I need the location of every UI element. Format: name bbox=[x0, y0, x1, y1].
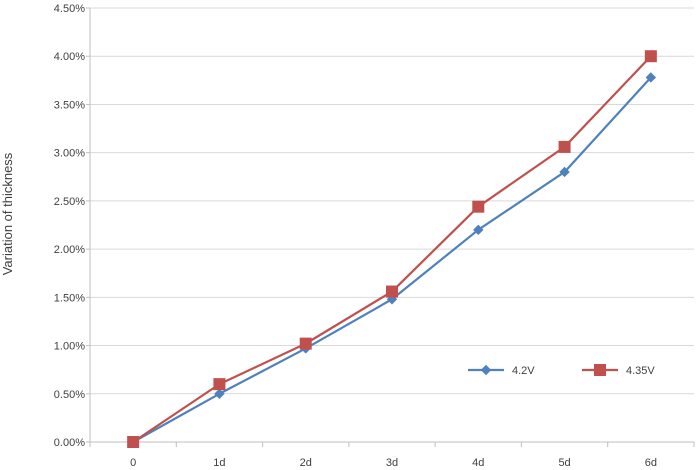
legend-marker-4.2V bbox=[480, 364, 492, 376]
y-tick-label-7: 3.50% bbox=[54, 99, 85, 111]
y-tick-label-5: 2.50% bbox=[54, 196, 85, 208]
legend-marker-4.35V bbox=[594, 364, 606, 376]
series-line-4.2V bbox=[132, 76, 652, 443]
legend-label-4.2V: 4.2V bbox=[512, 365, 535, 377]
x-tick-label-5d: 5d bbox=[558, 457, 570, 469]
gridlines bbox=[90, 7, 694, 395]
y-tick-label-3: 1.50% bbox=[54, 292, 85, 304]
data-point-4.35V-0 bbox=[127, 436, 140, 448]
y-tick-label-2: 1.00% bbox=[54, 341, 85, 353]
data-point-4.2V-4d bbox=[473, 224, 484, 236]
data-point-4.2V-1d bbox=[214, 388, 225, 399]
x-tick-label-1d: 1d bbox=[213, 457, 225, 469]
x-tick-label-4d: 4d bbox=[472, 457, 484, 469]
legend-label-4.35V: 4.35V bbox=[626, 365, 655, 377]
legend-item-4.35V: 4.35V bbox=[582, 364, 655, 377]
data-point-4.35V-3d bbox=[386, 285, 398, 298]
x-tick-label-2d: 2d bbox=[300, 457, 312, 469]
x-tick-label-3d: 3d bbox=[386, 457, 398, 469]
y-tick-label-1: 0.50% bbox=[54, 389, 85, 401]
y-axis-label: Variation of thickness bbox=[0, 152, 15, 275]
data-point-4.35V-6d bbox=[644, 50, 657, 63]
x-tick-label-0: 0 bbox=[130, 457, 136, 469]
data-point-4.35V-1d bbox=[213, 378, 226, 391]
y-tick-labels: 0.00% 0.50% 1.00% 1.50% 2.00% 2.50% 3.00% 3.50%… bbox=[54, 3, 85, 449]
data-point-4.35V-2d bbox=[299, 337, 312, 350]
x-tick-labels: 0 1d 2d 3d 4d 5d 6d bbox=[130, 457, 657, 469]
data-point-4.35V-5d bbox=[558, 140, 571, 153]
series-4.35V bbox=[127, 50, 657, 448]
legend: 4.2V 4.35V bbox=[468, 364, 655, 377]
y-tick-label-8: 4.00% bbox=[54, 51, 85, 63]
axes bbox=[86, 7, 695, 447]
y-tick-label-9: 4.50% bbox=[54, 3, 85, 15]
y-tick-label-4: 2.00% bbox=[54, 244, 85, 256]
y-tick-label-0: 0.00% bbox=[54, 437, 85, 449]
x-tick-label-6d: 6d bbox=[645, 457, 657, 469]
series-lines bbox=[127, 50, 657, 448]
legend-item-4.2V: 4.2V bbox=[468, 364, 535, 377]
data-point-4.2V-5d bbox=[559, 166, 570, 178]
data-point-4.2V-6d bbox=[645, 72, 657, 83]
y-tick-label-6: 3.00% bbox=[54, 148, 85, 160]
series-4.2V bbox=[127, 72, 657, 448]
data-point-4.35V-4d bbox=[472, 200, 485, 213]
